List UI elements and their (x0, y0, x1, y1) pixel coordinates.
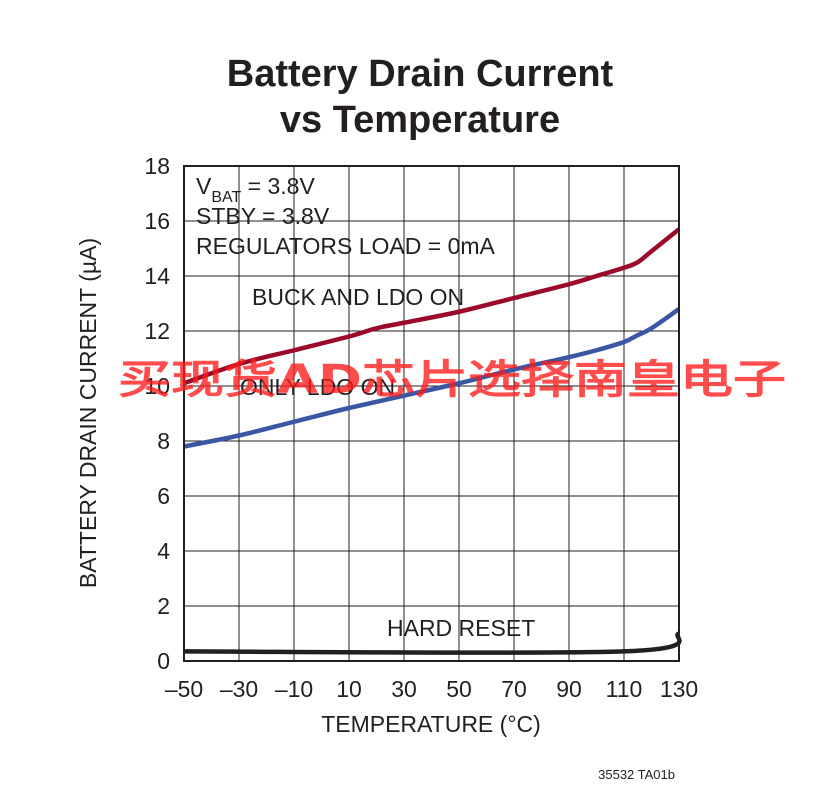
x-tick-label: 30 (391, 676, 417, 702)
y-tick-label: 10 (144, 373, 170, 399)
x-tick-labels: –50 –30 –10 10 30 50 70 90 110 130 (165, 676, 698, 702)
y-tick-label: 6 (157, 483, 170, 509)
series-line-only-ldo-on (183, 307, 681, 449)
y-axis-label: BATTERY DRAIN CURRENT (µA) (75, 238, 101, 588)
condition-stby: STBY = 3.8V (196, 203, 330, 229)
y-tick-label: 0 (157, 648, 170, 674)
condition-vbat: VBAT = 3.8V (196, 173, 315, 206)
x-tick-label: 90 (556, 676, 582, 702)
series-label-hard-reset: HARD RESET (387, 615, 535, 641)
y-tick-label: 12 (144, 318, 170, 344)
x-tick-label: 10 (336, 676, 362, 702)
y-tick-label: 8 (157, 428, 170, 454)
y-tick-label: 16 (144, 208, 170, 234)
chart-title-line1: Battery Drain Current (227, 53, 614, 95)
series-line-buck-and-ldo-on (183, 227, 681, 386)
y-tick-label: 2 (157, 593, 170, 619)
figure-id: 35532 TA01b (598, 767, 675, 782)
x-tick-label: –10 (275, 676, 313, 702)
x-tick-label: –50 (165, 676, 203, 702)
y-tick-label: 4 (157, 538, 170, 564)
x-tick-label: 50 (446, 676, 472, 702)
x-tick-label: 110 (606, 676, 643, 702)
plot-frame (183, 165, 680, 662)
vbat-subscript: BAT (211, 189, 241, 206)
y-tick-label: 18 (144, 153, 170, 179)
y-tick-label: 14 (144, 263, 170, 289)
series-label-buck-ldo: BUCK AND LDO ON (252, 284, 464, 310)
series-label-only-ldo: ONLY LDO ON (240, 374, 395, 400)
chart-title-line2: vs Temperature (280, 99, 560, 141)
x-tick-label: 70 (501, 676, 527, 702)
x-tick-label: –30 (220, 676, 258, 702)
y-tick-labels: 0 2 4 6 8 10 12 14 16 18 (144, 153, 170, 674)
vbat-value: = 3.8V (241, 173, 315, 199)
condition-load: REGULATORS LOAD = 0mA (196, 233, 496, 259)
x-axis-label: TEMPERATURE (°C) (321, 711, 541, 737)
vbat-symbol: V (196, 173, 212, 199)
watermark-text: 买现货AD芯片选择南皇电子 (118, 357, 786, 403)
x-tick-label: 130 (660, 676, 698, 702)
